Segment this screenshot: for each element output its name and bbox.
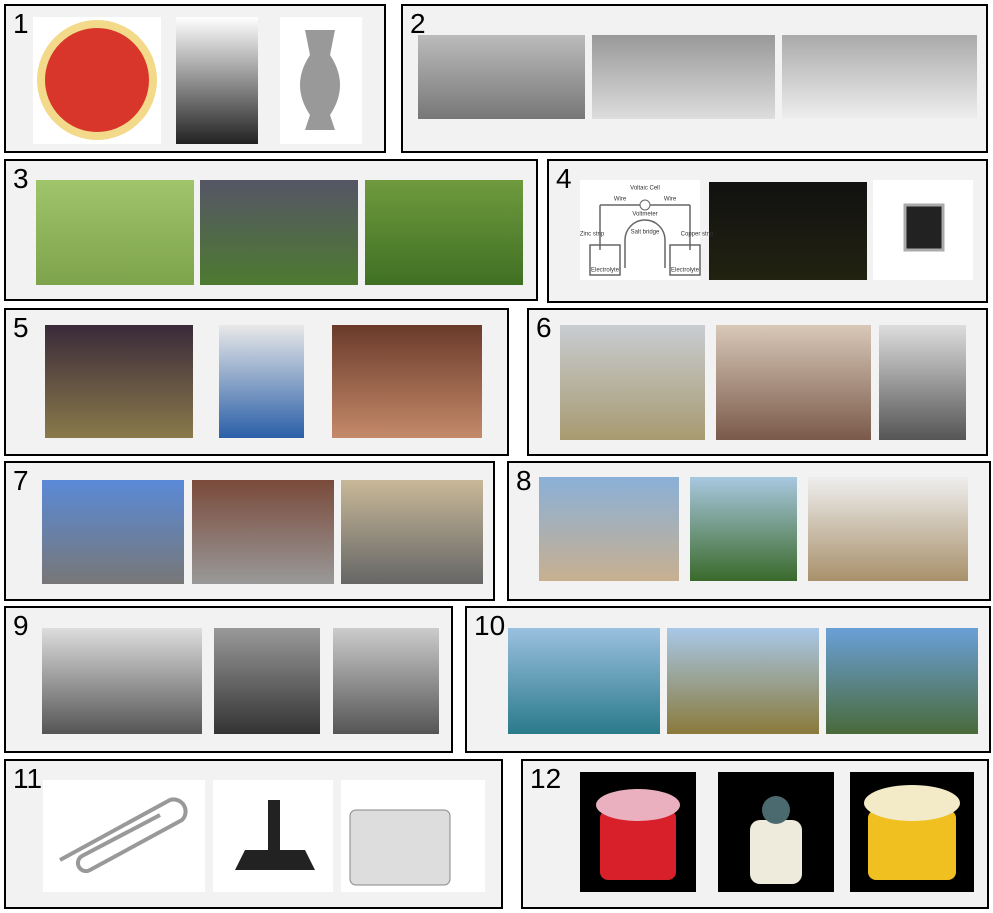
panel: 11 xyxy=(4,759,503,909)
image xyxy=(192,480,334,584)
voltmeter xyxy=(639,199,651,211)
image xyxy=(176,17,258,144)
diagram-label: Wire xyxy=(664,197,677,203)
cup-red xyxy=(600,810,676,880)
panel-number: 5 xyxy=(13,312,29,343)
panel-number: 7 xyxy=(13,465,29,496)
image xyxy=(332,325,482,438)
cup-yellow-lid xyxy=(864,785,960,821)
pitcher xyxy=(300,30,340,130)
panel: 6 xyxy=(527,308,988,456)
image xyxy=(690,477,797,581)
panel: 7 xyxy=(4,461,495,601)
panel: 2 xyxy=(401,4,988,153)
panel-number: 8 xyxy=(516,465,532,496)
watch xyxy=(903,203,945,252)
image xyxy=(709,182,867,280)
calculator xyxy=(349,809,451,886)
panel-number: 1 xyxy=(13,8,29,39)
bottle-cap xyxy=(762,796,790,824)
image xyxy=(214,628,320,734)
image xyxy=(333,628,439,734)
diagram-label: Electrolyte xyxy=(591,268,620,274)
panel-number: 12 xyxy=(530,763,561,794)
panel: 8 xyxy=(507,461,991,601)
pizza xyxy=(37,20,157,140)
diagram-label: Electrolyte xyxy=(671,268,700,274)
image xyxy=(508,628,660,734)
diagram-label: Wire xyxy=(614,197,627,203)
panel-number: 6 xyxy=(536,312,552,343)
image xyxy=(808,477,968,581)
image xyxy=(36,180,194,285)
paperclip xyxy=(59,797,188,874)
panel-number: 11 xyxy=(13,763,42,794)
image xyxy=(539,477,679,581)
joystick xyxy=(235,800,315,870)
panel: 3 xyxy=(4,159,538,301)
diagram-label: Voltmeter xyxy=(632,212,657,218)
diagram-label: Salt bridge xyxy=(631,230,660,236)
diagram-label: Zinc strip xyxy=(580,232,605,238)
panel: 10 xyxy=(465,606,991,753)
image xyxy=(782,35,977,119)
cup-red-lid xyxy=(596,789,680,821)
image xyxy=(592,35,775,119)
bottle xyxy=(750,820,802,884)
image xyxy=(200,180,358,285)
image xyxy=(716,325,871,440)
cup-yellow xyxy=(868,810,956,880)
panel-number: 4 xyxy=(556,163,572,194)
image xyxy=(365,180,523,285)
panel-number: 2 xyxy=(410,8,426,39)
image xyxy=(42,628,202,734)
panel-number: 9 xyxy=(13,610,29,641)
image xyxy=(826,628,978,734)
image xyxy=(560,325,705,440)
image xyxy=(418,35,585,119)
image xyxy=(879,325,966,440)
image xyxy=(341,480,483,584)
panel-number: 3 xyxy=(13,163,29,194)
panel: 9 xyxy=(4,606,453,753)
image xyxy=(42,480,184,584)
diagram-label: Voltaic Cell xyxy=(630,186,660,192)
panel-number: 10 xyxy=(474,610,505,641)
panel: 5 xyxy=(4,308,509,456)
image xyxy=(667,628,819,734)
image xyxy=(219,325,304,438)
image xyxy=(45,325,193,438)
diagram-label: Copper strip xyxy=(681,232,714,238)
